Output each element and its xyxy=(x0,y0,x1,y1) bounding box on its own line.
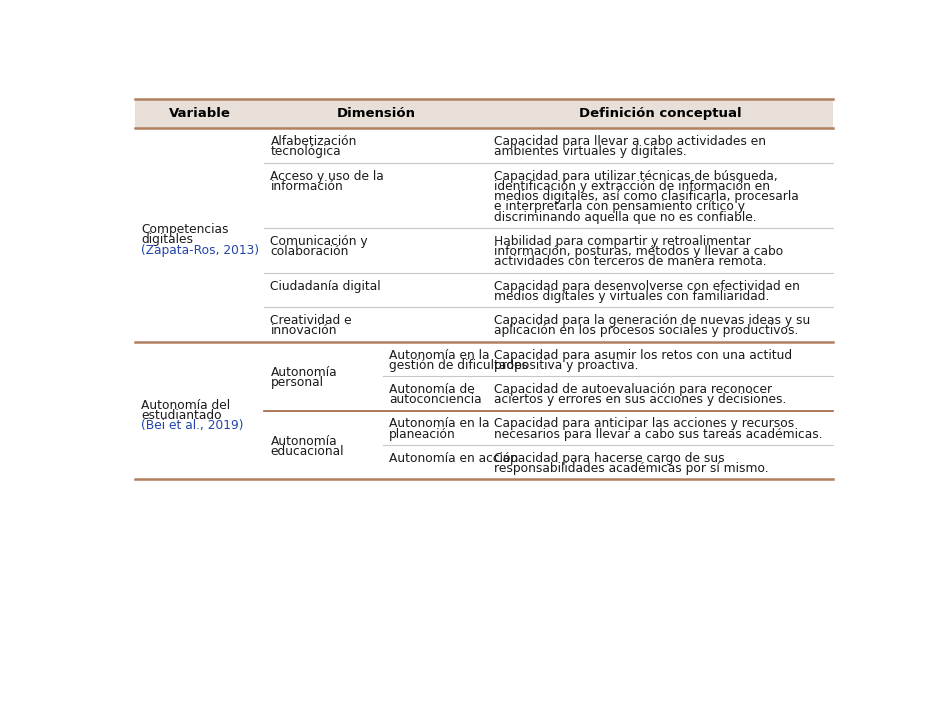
Text: Autonomía de: Autonomía de xyxy=(389,383,474,396)
Text: autoconciencia: autoconciencia xyxy=(389,393,481,406)
Text: Capacidad para llevar a cabo actividades en: Capacidad para llevar a cabo actividades… xyxy=(493,135,765,148)
Text: Variable: Variable xyxy=(169,107,230,120)
Text: gestión de dificultades: gestión de dificultades xyxy=(389,359,528,372)
Text: Autonomía en la: Autonomía en la xyxy=(389,418,489,430)
Text: Autonomía en acción: Autonomía en acción xyxy=(389,452,517,465)
Text: Ciudadanía digital: Ciudadanía digital xyxy=(270,280,380,292)
Text: Capacidad para asumir los retos con una actitud: Capacidad para asumir los retos con una … xyxy=(493,349,791,362)
Text: identificación y extracción de información en: identificación y extracción de informaci… xyxy=(493,180,768,193)
Text: información, posturas, métodos y llevar a cabo: información, posturas, métodos y llevar … xyxy=(493,245,782,258)
Text: información: información xyxy=(270,180,343,193)
Text: discriminando aquella que no es confiable.: discriminando aquella que no es confiabl… xyxy=(493,211,755,224)
Text: digitales: digitales xyxy=(142,233,194,246)
Text: (Bei et al., 2019): (Bei et al., 2019) xyxy=(142,419,244,432)
Text: Comunicación y: Comunicación y xyxy=(270,235,367,248)
Text: Habilidad para compartir y retroalimentar: Habilidad para compartir y retroalimenta… xyxy=(493,235,750,248)
Text: personal: personal xyxy=(270,376,323,389)
Text: propositiva y proactiva.: propositiva y proactiva. xyxy=(493,359,637,372)
Text: Capacidad para hacerse cargo de sus: Capacidad para hacerse cargo de sus xyxy=(493,452,723,465)
Text: Dimensión: Dimensión xyxy=(336,107,414,120)
Text: Competencias: Competencias xyxy=(142,223,228,236)
Text: Autonomía: Autonomía xyxy=(270,366,337,379)
Bar xyxy=(135,99,832,128)
Text: aplicación en los procesos sociales y productivos.: aplicación en los procesos sociales y pr… xyxy=(493,325,797,337)
Text: Capacidad de autoevaluación para reconocer: Capacidad de autoevaluación para reconoc… xyxy=(493,383,771,396)
Text: estudiantado: estudiantado xyxy=(142,409,222,422)
Text: Definición conceptual: Definición conceptual xyxy=(578,107,741,120)
Text: educacional: educacional xyxy=(270,445,344,458)
Text: responsabilidades académicas por sí mismo.: responsabilidades académicas por sí mism… xyxy=(493,463,767,475)
Text: Autonomía: Autonomía xyxy=(270,435,337,448)
Text: aciertos y errores en sus acciones y decisiones.: aciertos y errores en sus acciones y dec… xyxy=(493,393,785,406)
Text: Autonomía en la: Autonomía en la xyxy=(389,349,489,362)
Text: Acceso y uso de la: Acceso y uso de la xyxy=(270,169,384,182)
Text: actividades con terceros de manera remota.: actividades con terceros de manera remot… xyxy=(493,255,766,269)
Text: Capacidad para la generación de nuevas ideas y su: Capacidad para la generación de nuevas i… xyxy=(493,314,809,327)
Text: planeación: planeación xyxy=(389,428,455,440)
Text: Capacidad para utilizar técnicas de búsqueda,: Capacidad para utilizar técnicas de búsq… xyxy=(493,169,777,182)
Text: colaboración: colaboración xyxy=(270,245,348,258)
Text: e interpretarla con pensamiento crítico y: e interpretarla con pensamiento crítico … xyxy=(493,200,744,214)
Text: medios digitales, así como clasificarla, procesarla: medios digitales, así como clasificarla,… xyxy=(493,190,798,203)
Text: tecnológica: tecnológica xyxy=(270,145,341,159)
Text: Autonomía del: Autonomía del xyxy=(142,398,230,412)
Text: medios digitales y virtuales con familiaridad.: medios digitales y virtuales con familia… xyxy=(493,290,768,303)
Text: necesarios para llevar a cabo sus tareas académicas.: necesarios para llevar a cabo sus tareas… xyxy=(493,428,821,440)
Text: innovación: innovación xyxy=(270,325,337,337)
Text: Creatividad e: Creatividad e xyxy=(270,314,352,327)
Text: ambientes virtuales y digitales.: ambientes virtuales y digitales. xyxy=(493,145,685,159)
Text: Capacidad para desenvolverse con efectividad en: Capacidad para desenvolverse con efectiv… xyxy=(493,280,799,292)
Text: Capacidad para anticipar las acciones y recursos: Capacidad para anticipar las acciones y … xyxy=(493,418,793,430)
Text: Alfabetización: Alfabetización xyxy=(270,135,357,148)
Text: (Zapata-Ros, 2013): (Zapata-Ros, 2013) xyxy=(142,244,260,257)
